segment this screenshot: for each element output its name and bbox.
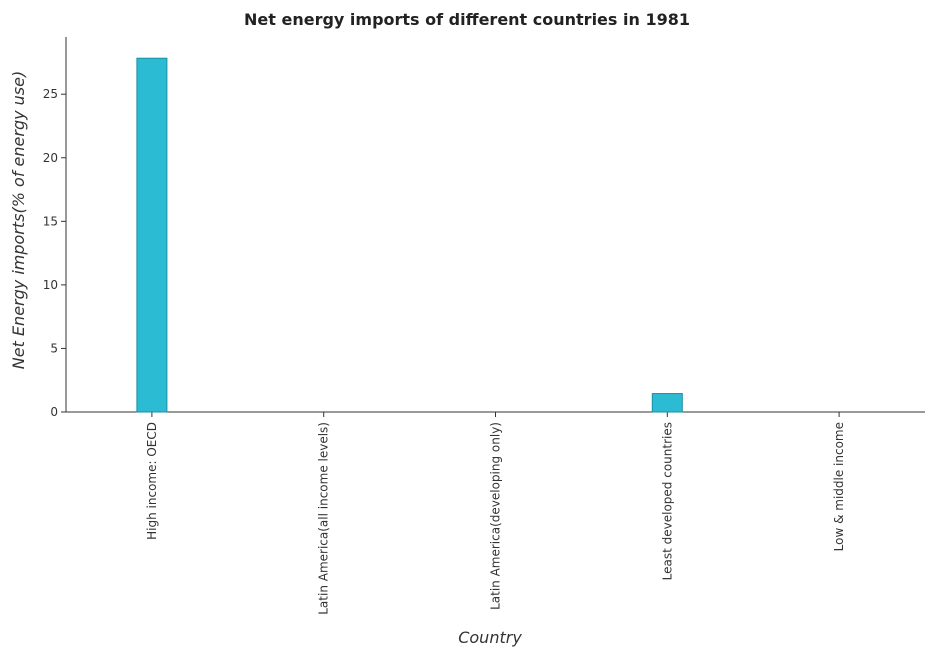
y-tick-label: 0 <box>50 405 58 419</box>
x-tick-label: Least developed countries <box>660 422 674 580</box>
x-tick-label: Latin America(developing only) <box>489 422 503 610</box>
y-tick-label: 20 <box>43 151 58 165</box>
y-axis-label: Net Energy imports(% of energy use) <box>9 71 28 369</box>
y-tick-label: 25 <box>43 87 58 101</box>
y-tick-label: 5 <box>50 341 58 355</box>
plot-area: 0 5 10 15 20 25 High income: OECD Latin America… <box>43 37 925 615</box>
bar <box>651 393 683 413</box>
x-tick-label: Low & middle income <box>832 422 846 551</box>
bar <box>136 57 168 413</box>
x-axis-label: Country <box>458 628 522 647</box>
chart-title: Net energy imports of different countrie… <box>244 10 690 29</box>
y-tick-label: 15 <box>43 214 58 228</box>
y-tick-label: 10 <box>43 278 58 292</box>
x-tick-label: Latin America(all income levels) <box>317 422 331 615</box>
x-tick-label: High income: OECD <box>145 422 159 540</box>
